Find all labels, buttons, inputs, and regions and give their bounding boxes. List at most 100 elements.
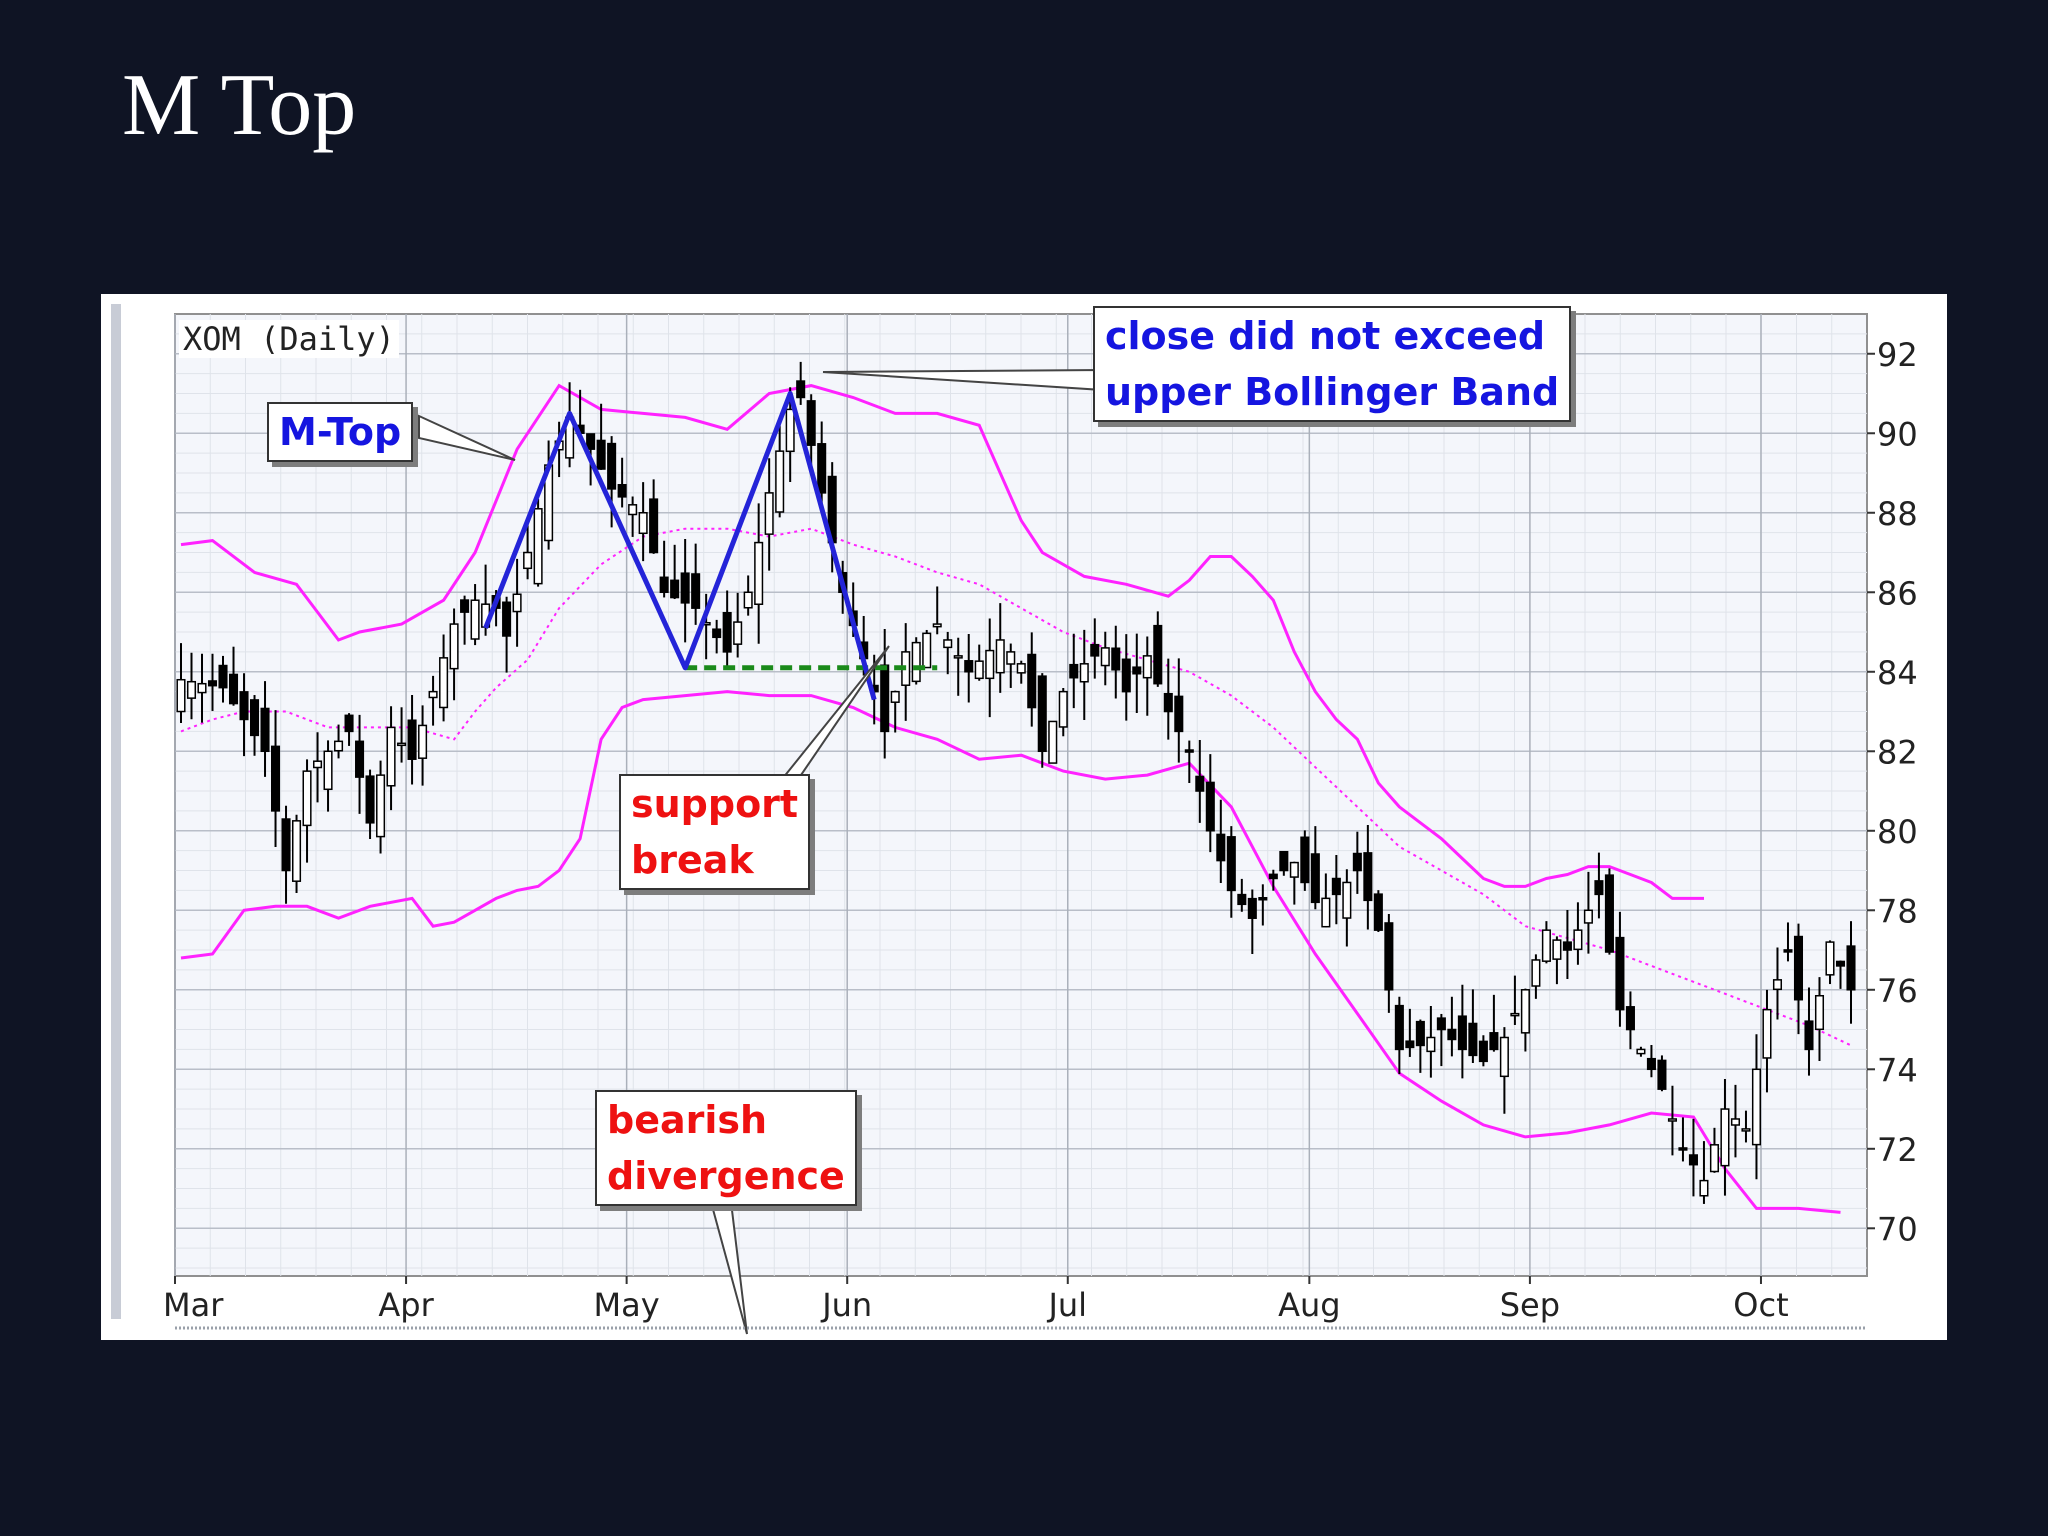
candle-body bbox=[449, 623, 459, 670]
candle-body bbox=[953, 655, 963, 659]
candle-body bbox=[1121, 658, 1131, 693]
candle-body bbox=[1678, 1147, 1688, 1151]
candle-body bbox=[1730, 1118, 1740, 1126]
candle-body bbox=[207, 680, 218, 687]
candle-body bbox=[281, 818, 291, 872]
candle-body bbox=[995, 639, 1005, 674]
candle-body bbox=[1258, 896, 1268, 901]
candle-body bbox=[1762, 1008, 1772, 1059]
candle-body bbox=[617, 484, 627, 498]
y-tick-label: 72 bbox=[1877, 1131, 1918, 1169]
candle-body bbox=[649, 498, 659, 554]
candle-body bbox=[1636, 1048, 1646, 1055]
candle-body bbox=[1342, 881, 1352, 919]
candle-body bbox=[932, 623, 942, 628]
candle-body bbox=[670, 579, 680, 599]
candle-body bbox=[680, 572, 690, 604]
candle-body bbox=[1793, 935, 1804, 1001]
candle-body bbox=[1111, 647, 1121, 671]
candle-body bbox=[1468, 1022, 1478, 1057]
x-tick-label: May bbox=[594, 1286, 660, 1324]
candle-body bbox=[344, 714, 354, 733]
candle-body bbox=[1405, 1040, 1415, 1049]
candle-body bbox=[985, 649, 995, 680]
candle-body bbox=[1300, 836, 1310, 884]
x-tick-label: Mar bbox=[163, 1286, 224, 1324]
callout-bearish-divergence: bearish divergence bbox=[595, 1090, 857, 1206]
candle-body bbox=[218, 664, 228, 689]
candle-body bbox=[386, 726, 396, 787]
candle-body bbox=[523, 551, 533, 570]
candle-body bbox=[1016, 663, 1026, 674]
candle-body bbox=[302, 770, 312, 827]
x-tick-label: Sep bbox=[1500, 1286, 1560, 1324]
candle-body bbox=[1216, 833, 1226, 862]
candle-body bbox=[355, 740, 365, 778]
candle-body bbox=[1646, 1057, 1656, 1071]
candle-body bbox=[1489, 1032, 1499, 1051]
candle-body bbox=[418, 724, 428, 759]
candle-body bbox=[533, 508, 543, 585]
candle-body bbox=[1079, 663, 1089, 683]
candle-body bbox=[785, 408, 795, 453]
candle-body bbox=[1226, 836, 1236, 892]
y-tick-label: 78 bbox=[1877, 892, 1918, 930]
candle-body bbox=[796, 380, 806, 399]
candle-body bbox=[1772, 979, 1783, 991]
candle-body bbox=[1268, 873, 1278, 880]
candle-body bbox=[1541, 929, 1551, 962]
upper-bollinger-band bbox=[180, 383, 1704, 900]
candle-body bbox=[1394, 1004, 1404, 1051]
candle-body bbox=[1363, 852, 1373, 902]
candle-body bbox=[1657, 1059, 1667, 1090]
x-tick-label: Apr bbox=[378, 1286, 434, 1324]
x-tick-label: Oct bbox=[1733, 1286, 1788, 1324]
candle-body bbox=[607, 442, 617, 490]
y-tick-label: 74 bbox=[1877, 1051, 1918, 1089]
candle-body bbox=[1153, 624, 1163, 685]
candle-body bbox=[428, 690, 438, 699]
candle-body bbox=[1552, 939, 1562, 960]
y-tick-label: 84 bbox=[1877, 654, 1918, 692]
candle-body bbox=[407, 719, 417, 760]
candle-body bbox=[1090, 643, 1100, 657]
candle-body bbox=[1321, 897, 1331, 928]
candle-body bbox=[1174, 695, 1184, 733]
candle-body bbox=[197, 682, 207, 694]
candle-body bbox=[176, 678, 186, 713]
chart-panel: 70 72 74 76 78 80 82 84 86 88 90 92 Mar Apr May Jun Jul A… bbox=[101, 294, 1947, 1340]
candle-body bbox=[323, 750, 333, 791]
callout-m-top: M-Top bbox=[267, 402, 414, 462]
candle-body bbox=[890, 690, 900, 703]
candle-body bbox=[1478, 1040, 1488, 1063]
x-tick-label: Jul bbox=[1046, 1286, 1087, 1324]
candle-body bbox=[186, 680, 197, 699]
callout-m-top-line-1: M-Top bbox=[279, 410, 402, 454]
candle-body bbox=[691, 573, 701, 609]
candle-body bbox=[638, 512, 648, 535]
candle-body bbox=[270, 745, 281, 812]
candle-body bbox=[1699, 1179, 1709, 1197]
candle-body bbox=[1835, 960, 1846, 967]
candle-body bbox=[1457, 1015, 1467, 1051]
y-tick-label: 86 bbox=[1877, 574, 1918, 612]
candle-body bbox=[1058, 690, 1068, 728]
callout-m-top-pointer bbox=[418, 414, 516, 461]
candle-body bbox=[1625, 1006, 1635, 1031]
candle-body bbox=[1751, 1068, 1762, 1146]
candle-body bbox=[1237, 893, 1247, 906]
candle-body bbox=[943, 639, 953, 649]
x-tick-label: Aug bbox=[1278, 1286, 1340, 1324]
candle-body bbox=[806, 400, 816, 446]
candle-body bbox=[1373, 893, 1383, 931]
callout-bearish-line-2: divergence bbox=[607, 1154, 845, 1198]
x-tick-label: Jun bbox=[820, 1286, 872, 1324]
candle-body bbox=[659, 576, 669, 594]
candle-body bbox=[228, 673, 239, 705]
candle-body bbox=[1247, 897, 1257, 919]
candle-body bbox=[376, 774, 386, 838]
y-tick-label: 76 bbox=[1877, 972, 1918, 1010]
candle-body bbox=[292, 820, 302, 882]
candle-body bbox=[1741, 1128, 1751, 1132]
candle-body bbox=[1846, 945, 1856, 991]
